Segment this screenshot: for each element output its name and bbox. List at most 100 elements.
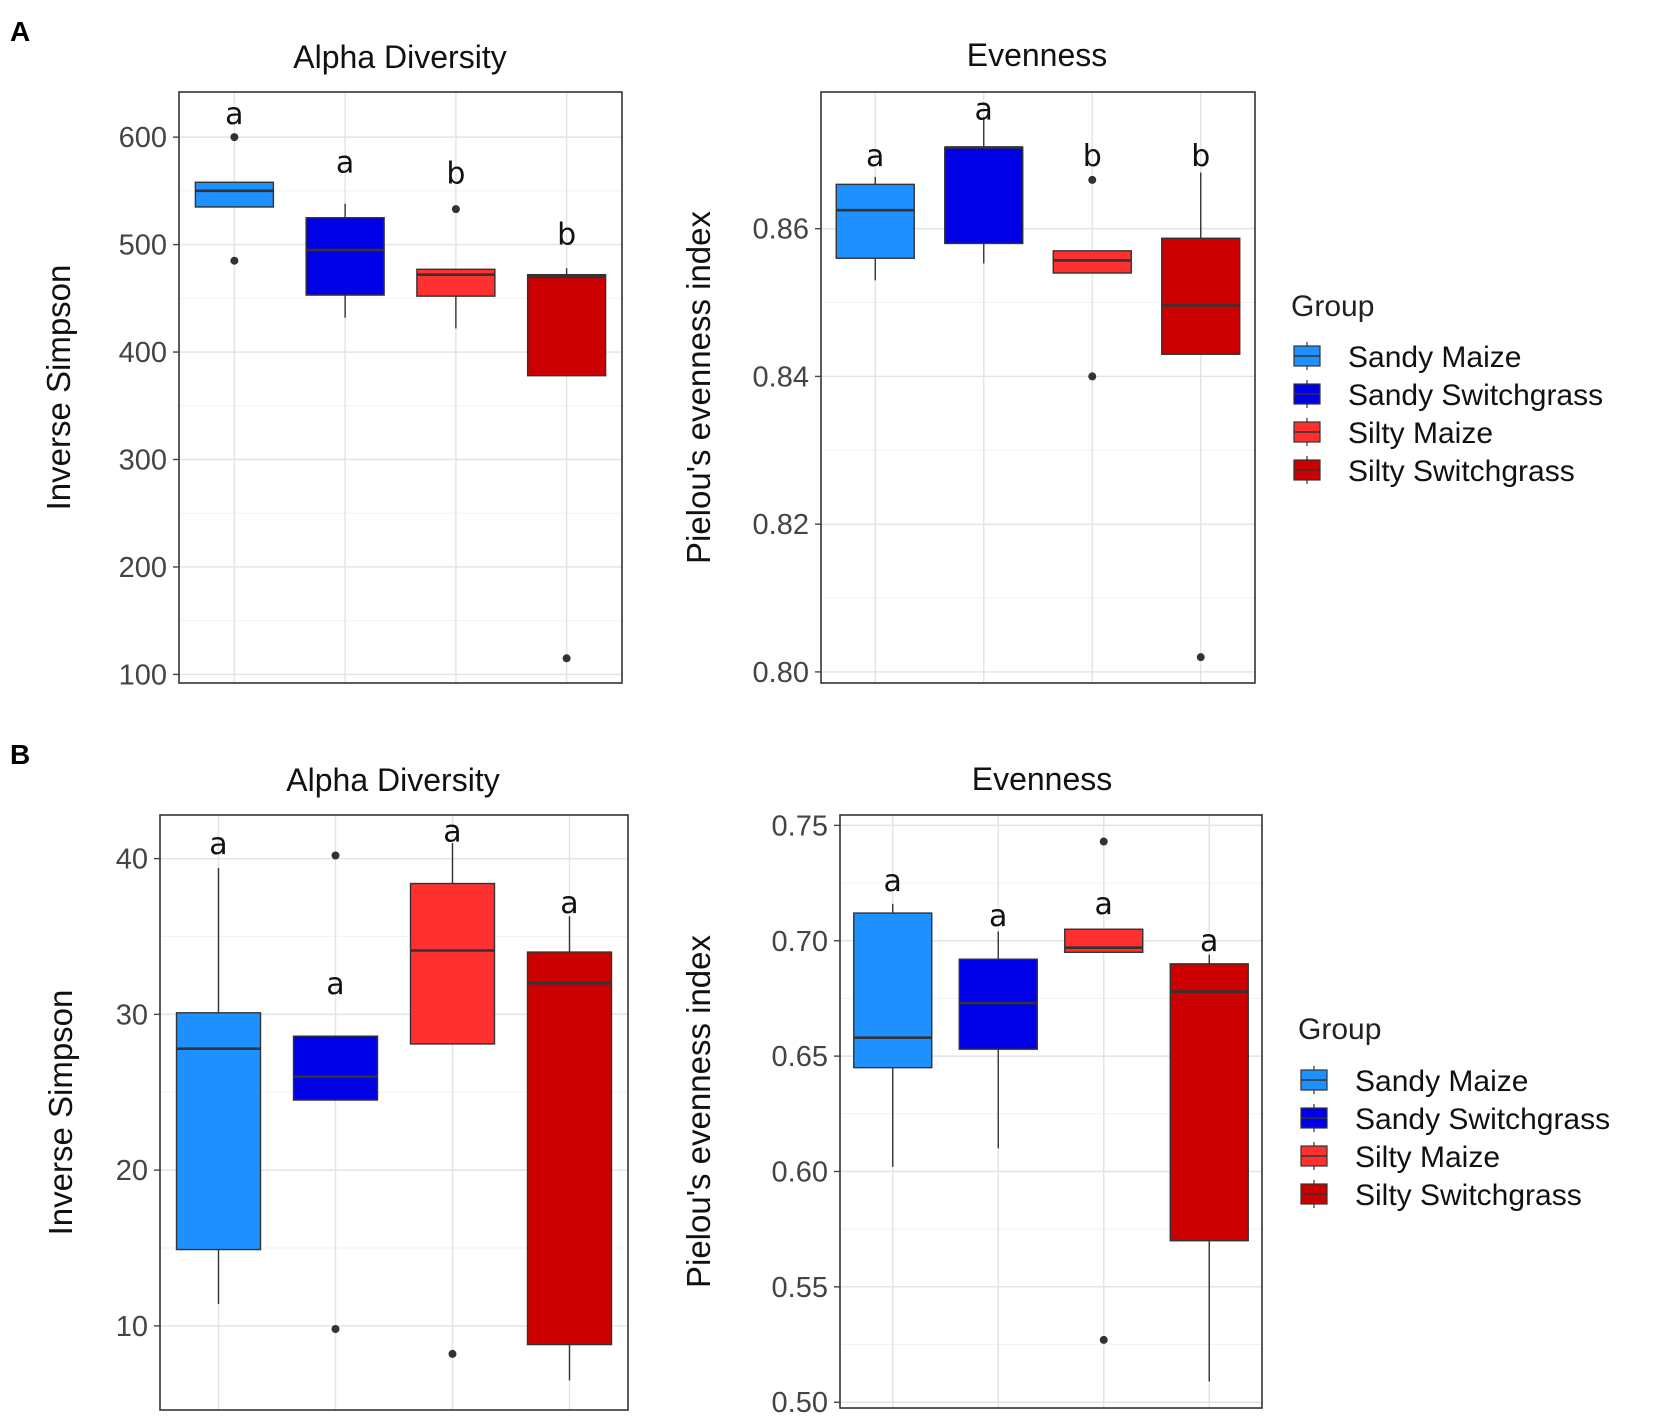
box-sandy-maize: a bbox=[175, 827, 262, 1305]
significance-letter: a bbox=[989, 899, 1007, 934]
legend-title: Group bbox=[1298, 1013, 1381, 1046]
y-tick-label: 600 bbox=[119, 122, 167, 154]
box-silty-maize: b bbox=[416, 156, 496, 329]
y-axis-label: Inverse Simpson bbox=[42, 990, 79, 1236]
box-body bbox=[292, 1035, 379, 1101]
chart-0: Alpha Diversity Inverse Simpson 100 200 300 4… bbox=[40, 39, 623, 691]
chart-1: Evenness Pielou's evenness index 0.80 0.82 0… bbox=[680, 37, 1256, 689]
legend-key bbox=[1300, 1142, 1328, 1170]
legend-key bbox=[1293, 456, 1321, 484]
legend-label: Silty Maize bbox=[1348, 417, 1493, 450]
box-body bbox=[194, 181, 275, 208]
y-tick-label: 0.65 bbox=[772, 1041, 828, 1073]
significance-letter: a bbox=[866, 139, 884, 174]
y-tick-label: 0.60 bbox=[772, 1156, 828, 1188]
box-body bbox=[526, 273, 607, 377]
y-tick-label: 0.84 bbox=[753, 361, 809, 393]
plot-border bbox=[159, 814, 629, 1411]
y-tick-label: 0.75 bbox=[772, 810, 828, 842]
box-body bbox=[409, 882, 496, 1045]
legend-key bbox=[1300, 1180, 1328, 1208]
y-tick-label: 0.70 bbox=[772, 926, 828, 958]
legend-label: Sandy Maize bbox=[1355, 1065, 1528, 1098]
y-tick-label: 0.50 bbox=[772, 1387, 828, 1419]
legend-label: Sandy Maize bbox=[1348, 341, 1521, 374]
box-silty-switchgrass: b bbox=[526, 218, 607, 663]
significance-letter: a bbox=[326, 967, 344, 1002]
y-axis-label: Inverse Simpson bbox=[40, 265, 77, 511]
legend-label: Silty Maize bbox=[1355, 1141, 1500, 1174]
panel-label-a: A bbox=[10, 16, 30, 47]
box-sandy-switchgrass: a bbox=[292, 851, 379, 1334]
significance-letter: a bbox=[225, 97, 243, 132]
y-axis-label: Pielou's evenness index bbox=[680, 210, 717, 564]
box-body bbox=[853, 912, 933, 1069]
outlier-point bbox=[562, 654, 571, 663]
plot-border bbox=[178, 91, 623, 684]
charts-layer: Alpha Diversity Inverse Simpson 100 200 300 4… bbox=[40, 37, 1263, 1419]
significance-letter: a bbox=[443, 814, 461, 849]
outlier-point bbox=[1099, 837, 1108, 846]
significance-letter: a bbox=[1200, 924, 1218, 959]
chart-2: Alpha Diversity Inverse Simpson 10 20 30 40 a a… bbox=[42, 762, 629, 1411]
legend-b: Group Sandy Maize Sandy Switchgrass Silty M… bbox=[1298, 1013, 1610, 1212]
y-tick-label: 30 bbox=[116, 999, 148, 1031]
chart-title: Alpha Diversity bbox=[286, 762, 499, 798]
panel-label-b: B bbox=[10, 739, 30, 770]
legends-layer: Group Sandy Maize Sandy Switchgrass Silty M… bbox=[1291, 290, 1610, 1212]
outlier-point bbox=[451, 205, 460, 214]
box-body bbox=[416, 268, 496, 297]
y-tick-label: 0.80 bbox=[753, 657, 809, 689]
y-tick-label: 0.55 bbox=[772, 1272, 828, 1304]
y-tick-label: 200 bbox=[119, 552, 167, 584]
box-silty-maize: b bbox=[1052, 139, 1132, 381]
significance-letter: b bbox=[1191, 139, 1210, 174]
legend-a: Group Sandy Maize Sandy Switchgrass Silty M… bbox=[1291, 290, 1603, 488]
box-silty-switchgrass: a bbox=[1169, 924, 1249, 1382]
y-tick-label: 500 bbox=[119, 230, 167, 262]
outlier-point bbox=[230, 133, 239, 142]
y-tick-label: 20 bbox=[116, 1155, 148, 1187]
outlier-point bbox=[1196, 653, 1205, 662]
outlier-point bbox=[448, 1349, 457, 1358]
y-tick-label: 100 bbox=[119, 659, 167, 691]
outlier-point bbox=[1099, 1335, 1108, 1344]
significance-letter: a bbox=[884, 864, 902, 899]
significance-letter: b bbox=[1083, 139, 1102, 174]
box-body bbox=[944, 146, 1024, 245]
outlier-point bbox=[230, 256, 239, 265]
significance-letter: a bbox=[1095, 887, 1113, 922]
y-tick-label: 0.82 bbox=[753, 509, 809, 541]
chart-title: Evenness bbox=[967, 37, 1108, 73]
legend-label: Sandy Switchgrass bbox=[1348, 379, 1603, 412]
legend-key bbox=[1293, 418, 1321, 446]
box-sandy-switchgrass: a bbox=[305, 146, 385, 318]
outlier-point bbox=[1088, 175, 1097, 184]
box-sandy-maize: a bbox=[194, 97, 275, 265]
y-axis-label: Pielou's evenness index bbox=[680, 934, 717, 1288]
box-silty-maize: a bbox=[409, 814, 496, 1358]
chart-title: Evenness bbox=[972, 761, 1113, 797]
box-sandy-switchgrass: a bbox=[944, 92, 1024, 264]
legend-label: Silty Switchgrass bbox=[1348, 455, 1575, 488]
y-tick-label: 10 bbox=[116, 1311, 148, 1343]
box-sandy-maize: a bbox=[853, 864, 933, 1167]
legend-key bbox=[1293, 342, 1321, 370]
significance-letter: a bbox=[975, 92, 993, 127]
box-body bbox=[1169, 963, 1249, 1242]
plot-border bbox=[839, 814, 1263, 1409]
plot-background bbox=[821, 92, 1255, 683]
box-body bbox=[1052, 250, 1132, 274]
legend-label: Sandy Switchgrass bbox=[1355, 1103, 1610, 1136]
box-body bbox=[305, 217, 385, 296]
y-tick-label: 40 bbox=[116, 844, 148, 876]
outlier-point bbox=[331, 1325, 340, 1334]
significance-letter: a bbox=[209, 827, 227, 862]
y-tick-label: 300 bbox=[119, 444, 167, 476]
significance-letter: a bbox=[336, 146, 354, 181]
box-body bbox=[835, 183, 915, 259]
box-silty-switchgrass: a bbox=[526, 886, 613, 1381]
legend-key bbox=[1300, 1104, 1328, 1132]
outlier-point bbox=[331, 851, 340, 860]
